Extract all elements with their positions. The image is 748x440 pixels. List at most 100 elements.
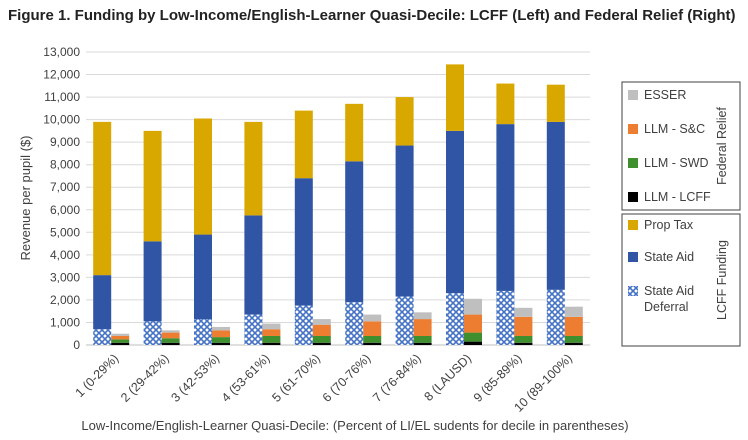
bar-federal-esser bbox=[212, 326, 230, 331]
bar-lcff-state-aid-deferral bbox=[93, 329, 112, 345]
legend-swatch bbox=[628, 286, 638, 296]
bar-federal-llm-swd bbox=[514, 335, 533, 343]
bars bbox=[93, 64, 583, 345]
bar-lcff-state-aid bbox=[294, 178, 313, 306]
bar-federal-esser bbox=[464, 298, 482, 315]
y-axis-ticks: 0 1,000 2,000 3,000 4,000 5,000 6,000 7,000 8,00… bbox=[43, 45, 80, 352]
bar-federal-esser bbox=[262, 323, 281, 330]
legend-label: LLM - LCFF bbox=[644, 190, 711, 204]
y-tick-label: 3,000 bbox=[50, 270, 80, 284]
y-tick-label: 9,000 bbox=[50, 135, 80, 149]
y-tick-label: 2,000 bbox=[50, 293, 80, 307]
bar-lcff-state-aid bbox=[345, 161, 364, 303]
bar-federal-llm-s-c bbox=[262, 329, 281, 336]
legend-swatch bbox=[628, 252, 638, 262]
legend-swatch bbox=[628, 192, 638, 202]
x-axis-title: Low-Income/English-Learner Quasi-Decile:… bbox=[81, 418, 628, 433]
bar-federal-llm-s-c bbox=[312, 324, 331, 336]
bar-federal-llm-s-c bbox=[514, 316, 533, 336]
legend-box-lcff bbox=[621, 213, 741, 347]
bar-lcff-state-aid bbox=[496, 124, 515, 291]
bar-lcff-state-aid bbox=[143, 241, 162, 322]
bar-federal-llm-s-c bbox=[111, 335, 130, 340]
legend-label: ESSER bbox=[644, 88, 686, 102]
bar-lcff-state-aid-deferral bbox=[446, 293, 464, 345]
bar-federal-llm-lcff bbox=[564, 342, 583, 345]
y-tick-label: 4,000 bbox=[50, 248, 80, 262]
bar-federal-llm-lcff bbox=[111, 342, 130, 345]
bar-federal-llm-lcff bbox=[514, 342, 533, 345]
bar-federal-llm-swd bbox=[312, 335, 331, 343]
bar-lcff-prop-tax bbox=[546, 84, 565, 122]
bar-federal-llm-lcff bbox=[312, 342, 331, 345]
bar-federal-llm-s-c bbox=[413, 319, 432, 336]
bar-federal-llm-s-c bbox=[564, 316, 583, 336]
bar-federal-llm-s-c bbox=[464, 314, 482, 333]
x-tick-label: 5 (61-70%) bbox=[269, 351, 323, 405]
legend-group-lcff: LCFF Funding bbox=[715, 240, 729, 320]
bar-lcff-prop-tax bbox=[143, 130, 162, 242]
bar-federal-llm-swd bbox=[262, 335, 281, 343]
bar-lcff-prop-tax bbox=[395, 97, 414, 146]
x-tick-label: 6 (70-76%) bbox=[320, 351, 374, 405]
bar-lcff-state-aid bbox=[194, 234, 212, 320]
bar-federal-llm-lcff bbox=[212, 342, 230, 345]
x-tick-label: 7 (76-84%) bbox=[370, 351, 424, 405]
y-tick-label: 11,000 bbox=[44, 90, 80, 104]
x-tick-label: 1 (0-29%) bbox=[73, 351, 122, 400]
bar-federal-esser bbox=[514, 307, 533, 317]
bar-lcff-state-aid-deferral bbox=[496, 290, 515, 345]
y-tick-label: 8,000 bbox=[50, 158, 80, 172]
x-axis-labels: 1 (0-29%)2 (29-42%)3 (42-53%)4 (53-61%)5… bbox=[73, 351, 575, 414]
bar-federal-esser bbox=[413, 312, 432, 320]
bar-lcff-prop-tax bbox=[294, 110, 313, 179]
bar-lcff-prop-tax bbox=[93, 121, 112, 276]
y-tick-label: 7,000 bbox=[50, 180, 80, 194]
bar-lcff-state-aid-deferral bbox=[143, 321, 162, 345]
gridlines bbox=[86, 51, 590, 346]
legend-label: Deferral bbox=[644, 300, 688, 314]
bar-federal-llm-swd bbox=[363, 335, 382, 343]
legend-group-federal: Federal Relief bbox=[715, 107, 729, 185]
y-tick-label: 6,000 bbox=[50, 203, 80, 217]
bar-lcff-state-aid-deferral bbox=[345, 302, 364, 345]
bar-federal-llm-s-c bbox=[363, 321, 382, 336]
legend-label: State Aid bbox=[644, 250, 694, 264]
chart-title: Figure 1. Funding by Low-Income/English-… bbox=[8, 7, 736, 24]
legend-label: LLM - S&C bbox=[644, 122, 705, 136]
y-tick-label: 1,000 bbox=[50, 315, 80, 329]
bar-lcff-state-aid bbox=[93, 275, 112, 330]
bar-lcff-state-aid-deferral bbox=[395, 296, 414, 345]
bar-lcff-state-aid bbox=[244, 215, 263, 315]
x-tick-label: 3 (42-53%) bbox=[168, 351, 222, 405]
bar-lcff-prop-tax bbox=[496, 83, 515, 125]
x-tick-label: 2 (29-42%) bbox=[118, 351, 172, 405]
bar-lcff-state-aid-deferral bbox=[194, 319, 212, 345]
bar-federal-llm-swd bbox=[564, 335, 583, 343]
bar-federal-esser bbox=[564, 306, 583, 317]
bar-federal-llm-lcff bbox=[363, 342, 382, 345]
bar-federal-llm-swd bbox=[111, 339, 130, 343]
legend-label: State Aid bbox=[644, 284, 694, 298]
legend-swatch bbox=[628, 124, 638, 134]
bar-lcff-state-aid bbox=[446, 130, 464, 294]
bar-lcff-state-aid bbox=[546, 121, 565, 290]
bar-lcff-prop-tax bbox=[194, 118, 212, 235]
y-tick-label: 5,000 bbox=[50, 225, 80, 239]
x-tick-label: 4 (53-61%) bbox=[219, 351, 273, 405]
bar-federal-llm-lcff bbox=[262, 342, 281, 345]
y-tick-label: 10,000 bbox=[43, 113, 80, 127]
legend-swatch bbox=[628, 220, 638, 230]
x-tick-label: 9 (85-89%) bbox=[471, 351, 525, 405]
bar-federal-llm-lcff bbox=[413, 342, 432, 345]
bar-federal-esser bbox=[363, 314, 382, 322]
y-axis-title: Revenue per pupil ($) bbox=[18, 135, 33, 260]
y-tick-label: 12,000 bbox=[43, 68, 80, 82]
bar-federal-esser bbox=[312, 319, 331, 325]
legend-box-federal bbox=[621, 81, 741, 211]
bar-lcff-state-aid-deferral bbox=[546, 289, 565, 345]
bar-federal-llm-lcff bbox=[161, 342, 180, 345]
bar-federal-llm-swd bbox=[161, 338, 180, 343]
bar-federal-llm-swd bbox=[464, 332, 482, 342]
